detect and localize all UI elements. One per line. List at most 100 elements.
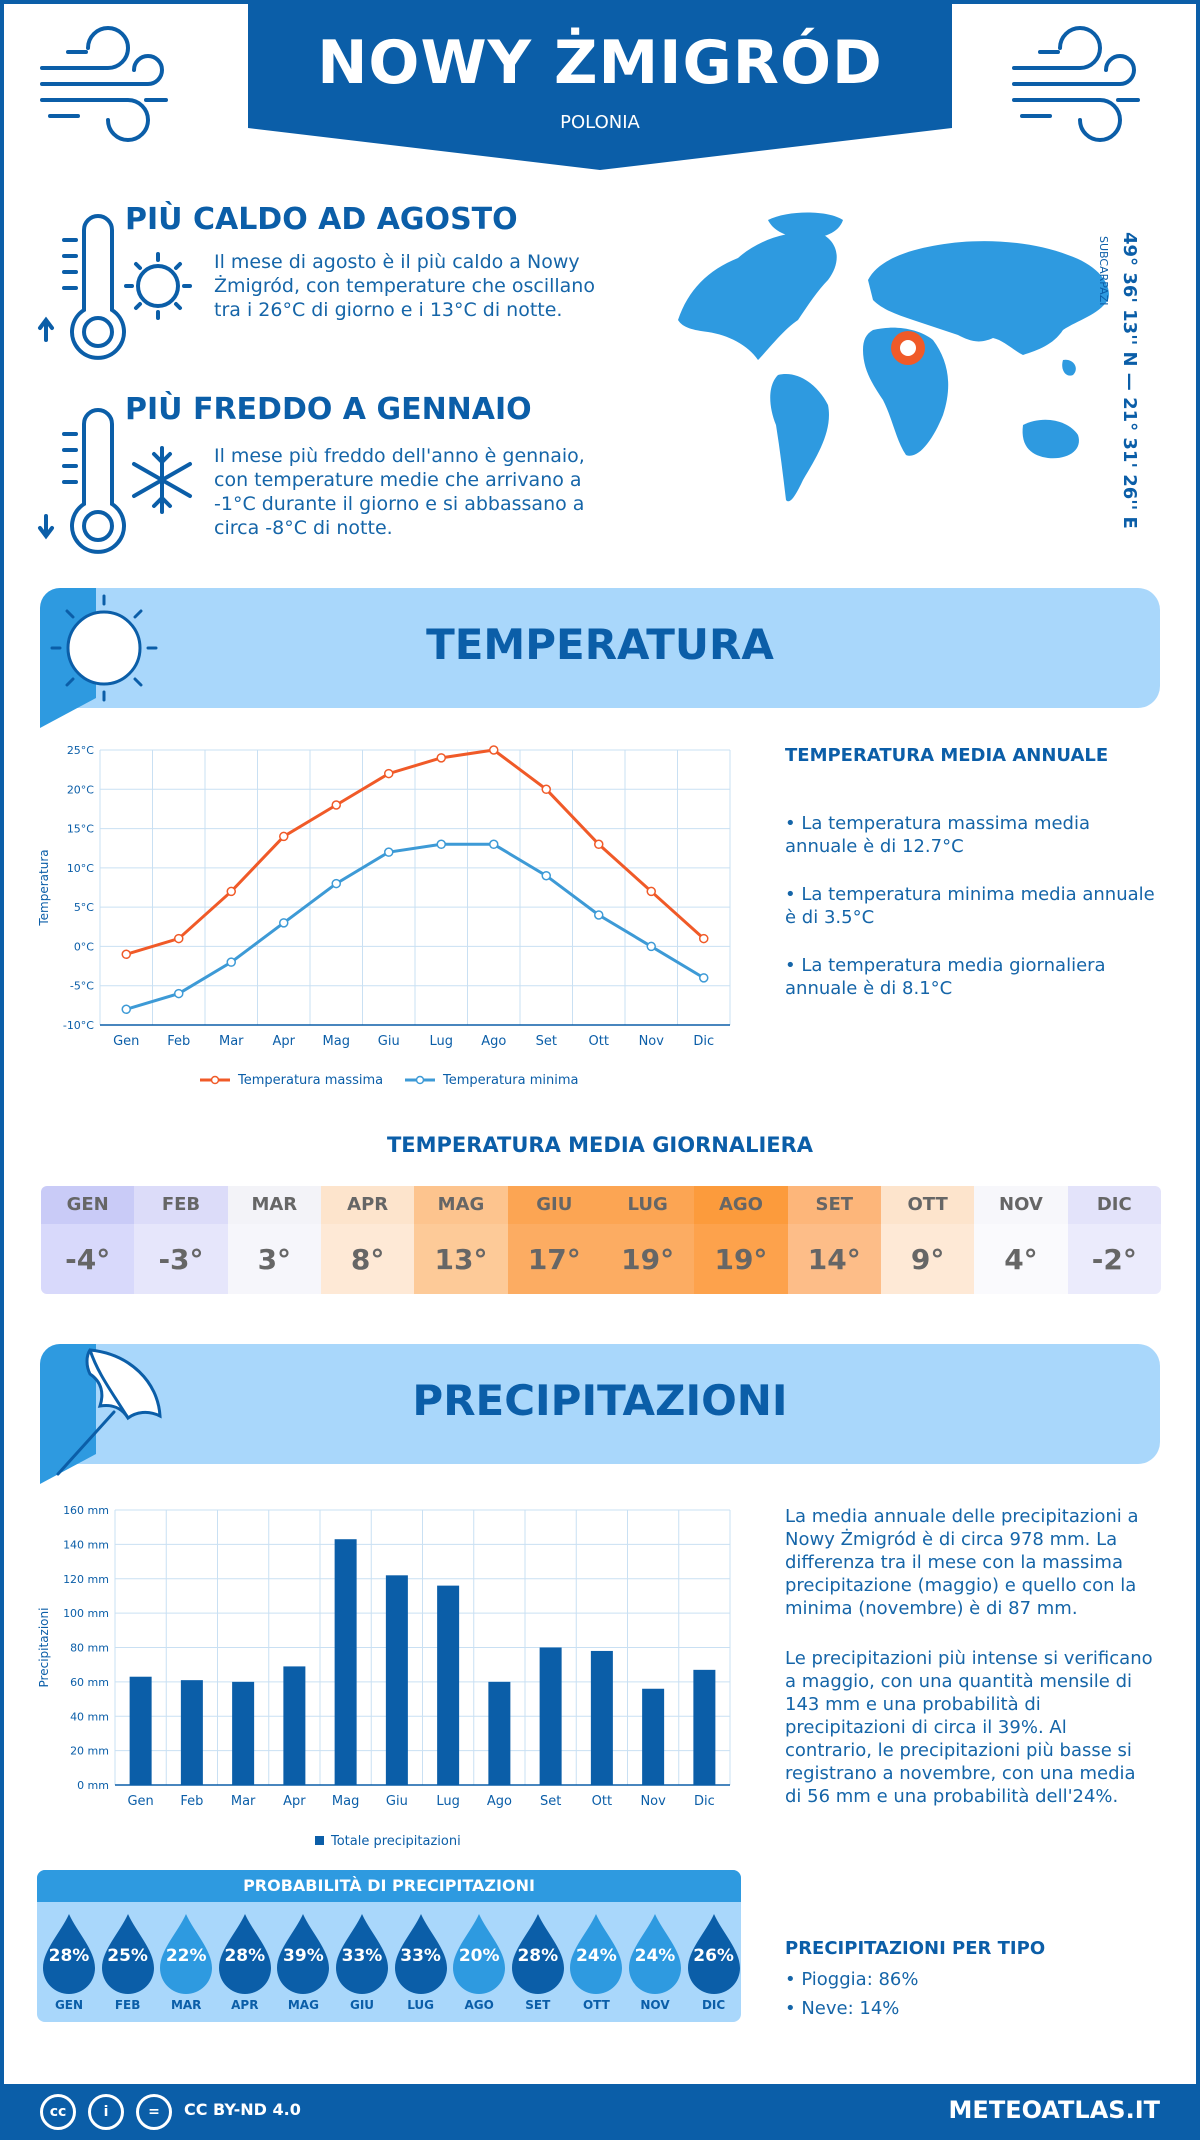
x-tick-label: Lug xyxy=(429,1034,453,1049)
sun-icon xyxy=(40,588,158,728)
probability-drop: 33% LUG xyxy=(393,1912,449,2022)
temp-value: 3° xyxy=(227,1224,321,1294)
probability-value: 25% xyxy=(107,1946,148,1966)
precip-type-snow: • Neve: 14% xyxy=(785,1998,900,2019)
y-tick-label: 80 mm xyxy=(70,1642,109,1655)
probability-drop: 28% GEN xyxy=(41,1912,97,2022)
month-label: GEN xyxy=(54,1998,84,2012)
header: NOWY ŻMIGRÓD POLONIA xyxy=(248,0,952,170)
x-tick-label: Mar xyxy=(219,1034,244,1049)
no-derivatives-icon: = xyxy=(136,2094,172,2130)
raindrop-icon xyxy=(336,1914,388,1994)
daily-temp-cell: MAG 13° xyxy=(414,1186,508,1294)
data-point xyxy=(594,839,604,850)
data-point xyxy=(384,768,394,779)
temperature-banner: TEMPERATURA xyxy=(40,588,1160,708)
temp-value: 8° xyxy=(320,1224,415,1294)
daily-temp-cell: LUG 19° xyxy=(600,1186,695,1294)
y-tick-label: -10°C xyxy=(63,1019,94,1032)
x-tick-label: Ago xyxy=(487,1794,512,1809)
daily-temp-cell: SET 14° xyxy=(787,1186,881,1294)
probability-drop: 24% OTT xyxy=(568,1912,624,2022)
legend-marker xyxy=(415,1075,425,1085)
wind-icon-left xyxy=(40,26,168,142)
data-point xyxy=(121,1004,131,1015)
annual-temp-title: TEMPERATURA MEDIA ANNUALE xyxy=(785,745,1109,766)
data-point xyxy=(489,745,499,755)
x-tick-label: Mag xyxy=(332,1794,359,1809)
month-label: SET xyxy=(787,1186,881,1224)
x-tick-label: Mar xyxy=(231,1794,256,1809)
y-tick-label: 140 mm xyxy=(63,1538,109,1551)
x-tick-label: Apr xyxy=(273,1034,296,1049)
precip-type-rain: • Pioggia: 86% xyxy=(785,1969,919,1990)
probability-value: 20% xyxy=(458,1946,500,1966)
probability-value: 39% xyxy=(283,1946,324,1966)
daily-temp-cell: AGO 19° xyxy=(694,1186,788,1294)
probability-drop: 24% NOV xyxy=(627,1912,683,2022)
daily-temp-cell: NOV 4° xyxy=(974,1186,1068,1294)
cc-icon: cc xyxy=(40,2094,76,2130)
probability-drop: 22% MAR xyxy=(158,1912,214,2022)
data-point xyxy=(699,973,709,983)
y-tick-label: 100 mm xyxy=(63,1607,109,1620)
temp-value: 19° xyxy=(694,1224,788,1294)
month-label: NOV xyxy=(974,1186,1068,1224)
raindrop-icon xyxy=(687,1914,740,1994)
x-tick-label: Feb xyxy=(167,1034,190,1049)
month-label: MAR xyxy=(170,1998,202,2012)
month-label: NOV xyxy=(640,1998,670,2012)
x-tick-label: Giu xyxy=(378,1034,400,1049)
daily-temp-cell: APR 8° xyxy=(320,1186,415,1294)
legend-label: Temperatura minima xyxy=(442,1073,579,1088)
site-link[interactable]: METEOATLAS.IT xyxy=(948,2096,1160,2124)
x-tick-label: Mag xyxy=(323,1034,350,1049)
precip-probability-panel: PROBABILITÀ DI PRECIPITAZIONI 28% GEN 25% F… xyxy=(37,1870,741,2022)
month-label: FEB xyxy=(134,1186,228,1224)
precipitation-title: PRECIPITAZIONI xyxy=(412,1376,788,1425)
probability-value: 33% xyxy=(341,1946,383,1966)
daily-temp-table: GEN -4° FEB -3° MAR 3° APR 8° MAG 13° GIU 17° LUG 19°… xyxy=(41,1186,1161,1294)
x-tick-label: Dic xyxy=(694,1794,715,1809)
raindrop-icon xyxy=(511,1914,564,1994)
probability-value: 22% xyxy=(165,1946,207,1966)
x-tick-label: Ott xyxy=(592,1794,612,1809)
data-point xyxy=(436,753,446,763)
world-map xyxy=(678,212,1109,502)
x-tick-label: Gen xyxy=(127,1794,153,1809)
legend-label: Temperatura massima xyxy=(237,1073,383,1088)
footer: cc i = CC BY-ND 4.0 METEOATLAS.IT xyxy=(0,2084,1200,2140)
probability-drop: 25% FEB xyxy=(100,1912,156,2022)
daily-temp-cell: GIU 17° xyxy=(507,1186,601,1294)
country-subtitle: POLONIA xyxy=(560,112,640,133)
temp-value: -2° xyxy=(1067,1224,1161,1294)
precip-paragraph-2: Le precipitazioni più intense si verific… xyxy=(785,1648,1153,1807)
coldest-text: Il mese più freddo dell'anno è gennaio, … xyxy=(214,445,585,539)
precip-bar xyxy=(488,1681,511,1785)
probability-value: 28% xyxy=(517,1946,559,1966)
temp-value: -4° xyxy=(41,1224,135,1294)
legend-marker xyxy=(210,1075,220,1085)
month-label: DIC xyxy=(1067,1186,1161,1224)
region-label: SUBCARPAZI xyxy=(1097,236,1110,306)
temp-value: 9° xyxy=(880,1224,975,1294)
data-point xyxy=(594,910,604,920)
precip-bar xyxy=(180,1680,203,1785)
temp-value: 13° xyxy=(414,1224,508,1294)
month-label: OTT xyxy=(880,1186,975,1224)
month-label: GEN xyxy=(41,1186,135,1224)
probability-drop: 28% APR xyxy=(217,1912,273,2022)
data-point xyxy=(226,886,236,897)
probability-drop: 33% GIU xyxy=(334,1912,390,2022)
daily-temp-cell: MAR 3° xyxy=(227,1186,321,1294)
data-point xyxy=(646,886,656,897)
month-label: LUG xyxy=(407,1998,434,2012)
probability-drop: 28% SET xyxy=(510,1912,566,2022)
attribution-icon: i xyxy=(88,2094,124,2130)
month-label: MAR xyxy=(227,1186,321,1224)
x-tick-label: Giu xyxy=(386,1794,408,1809)
y-tick-label: 10°C xyxy=(67,862,94,875)
data-point xyxy=(541,784,551,795)
thermometer-hot-icon xyxy=(38,214,192,360)
probability-value: 26% xyxy=(693,1946,734,1966)
